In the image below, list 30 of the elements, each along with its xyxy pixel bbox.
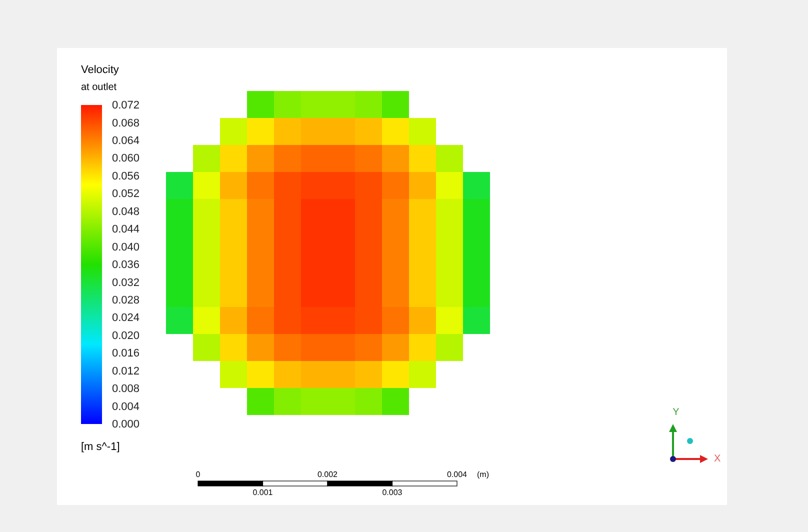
color-bar-label: 0.064 — [112, 134, 140, 147]
color-bar-label: 0.036 — [112, 259, 140, 272]
color-bar-label: 0.024 — [112, 312, 140, 324]
color-bar-label: 0.048 — [112, 206, 140, 218]
color-bar-label: 0.004 — [112, 400, 140, 413]
text: X — [714, 454, 721, 465]
chart-title: Velocity — [81, 64, 120, 76]
color-bar-label: 0.052 — [112, 188, 140, 200]
color-bar-label: 0.068 — [112, 117, 140, 130]
chart-subtitle: at outlet — [81, 82, 117, 93]
color-bar-label: 0.012 — [112, 365, 140, 378]
text: (m) — [477, 470, 490, 479]
color-bar-label: 0.032 — [112, 276, 140, 289]
text: 0.004 — [446, 470, 468, 479]
color-bar-title: [m s^-1] — [81, 441, 120, 453]
color-bar-label: 0.040 — [112, 241, 140, 254]
color-bar-label: 0.028 — [112, 294, 140, 306]
color-bar-label: 0.056 — [112, 170, 140, 182]
text: 0.002 — [317, 470, 338, 479]
color-bar-label: 0.016 — [112, 348, 140, 360]
text: 0 — [196, 470, 201, 479]
color-bar-label: 0.000 — [112, 418, 140, 431]
color-bar-label: 0.008 — [112, 383, 140, 396]
color-bar-label: 0.044 — [112, 224, 140, 236]
color-bar-label: 0.072 — [112, 100, 140, 112]
text: Y — [672, 407, 680, 418]
color-bar-label: 0.020 — [112, 330, 140, 342]
text: 0.001 — [252, 488, 274, 497]
color-bar-label: 0.060 — [112, 152, 140, 165]
text: 0.003 — [382, 488, 403, 497]
